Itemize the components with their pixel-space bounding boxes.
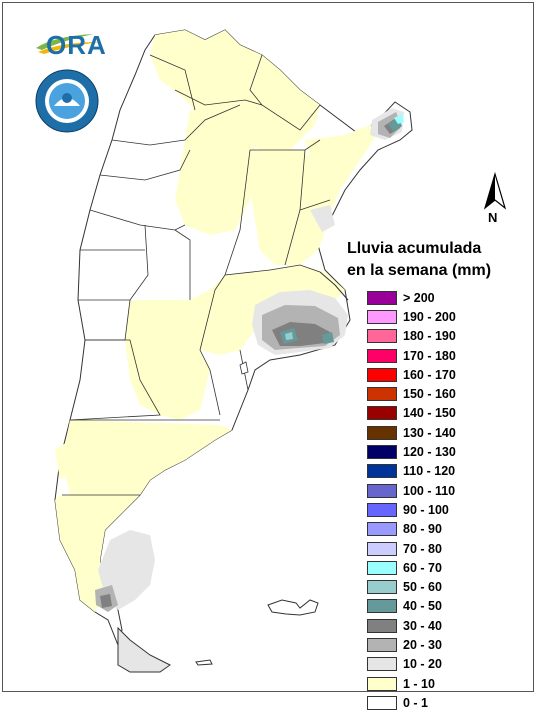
legend-label: 160 - 170 [403,367,456,382]
legend-item: 20 - 30 [367,635,456,654]
legend-swatch [367,445,397,460]
legend-swatch [367,290,397,305]
legend-label: 20 - 30 [403,637,442,652]
legend-title-line2: en la semana (mm) [347,262,492,279]
legend-label: 110 - 120 [403,464,456,479]
legend-item: 130 - 140 [367,423,456,442]
legend-label: 80 - 90 [403,522,442,537]
legend-swatch [367,367,397,382]
legend-item: 50 - 60 [367,577,456,596]
legend-swatch [367,348,397,363]
legend-item: 170 - 180 [367,346,456,365]
rain-50-60-area [285,332,293,340]
legend-label: 40 - 50 [403,599,442,614]
legend-title-line1: Lluvia acumulada [347,240,482,257]
legend-label: 190 - 200 [403,309,456,324]
tierra-del-fuego [117,626,171,673]
legend-swatch [367,502,397,517]
legend-label: > 200 [403,290,435,305]
legend-swatch [367,599,397,614]
legend-label: 10 - 20 [403,657,442,672]
legend-item: 60 - 70 [367,558,456,577]
argentina-rainfall-map [54,29,413,673]
isla-de-los-estados [195,659,213,666]
ora-logo-swoosh-icon [36,34,100,54]
smn-seal-icon [35,69,99,133]
north-label: N [488,210,498,225]
legend-label: 180 - 190 [403,329,456,344]
legend-title: Lluvia acumulada en la semana (mm) [347,238,491,282]
legend-swatch [367,618,397,633]
legend-label: 60 - 70 [403,560,442,575]
legend-swatch [367,329,397,344]
legend-item: 40 - 50 [367,597,456,616]
rain-1-10-areas [55,30,380,612]
legend-swatch [367,387,397,402]
legend-item: 120 - 130 [367,442,456,461]
legend-label: 50 - 60 [403,580,442,595]
legend-swatch [367,309,397,324]
legend-item: 110 - 120 [367,462,456,481]
legend-swatch [367,676,397,691]
legend-label: 1 - 10 [403,676,435,691]
legend-item: 0 - 1 [367,693,456,712]
legend-item: > 200 [367,288,456,307]
legend-label: 130 - 140 [403,425,456,440]
legend-label: 70 - 80 [403,541,442,556]
legend-label: 90 - 100 [403,502,449,517]
rain-60-70-area [394,114,404,124]
legend-label: 140 - 150 [403,406,456,421]
legend-swatch [367,522,397,537]
legend-swatch [367,425,397,440]
legend-item: 190 - 200 [367,307,456,326]
legend-item: 90 - 100 [367,500,456,519]
legend-label: 30 - 40 [403,618,442,633]
legend-swatch [367,541,397,556]
rio-de-la-plata [319,271,349,301]
legend-swatch [367,560,397,575]
legend-item: 70 - 80 [367,539,456,558]
legend-label: 0 - 1 [403,695,429,710]
legend-swatch [367,483,397,498]
legend-swatch [367,695,397,710]
legend: > 200 190 - 200 180 - 190 170 - 180 160 - 17… [367,288,456,713]
legend-swatch [367,464,397,479]
legend-label: 150 - 160 [403,387,456,402]
legend-item: 150 - 160 [367,384,456,403]
legend-item: 10 - 20 [367,655,456,674]
legend-swatch [367,406,397,421]
legend-item: 100 - 110 [367,481,456,500]
legend-item: 180 - 190 [367,327,456,346]
malvinas-islands [267,599,319,616]
legend-swatch [367,657,397,672]
legend-label: 170 - 180 [403,348,456,363]
coast-island [239,361,249,375]
legend-item: 80 - 90 [367,520,456,539]
legend-item: 140 - 150 [367,404,456,423]
north-arrow-icon [483,172,507,210]
legend-item: 160 - 170 [367,365,456,384]
province-borders [62,54,331,496]
ora-logo-text: ORA [46,30,107,60]
legend-swatch [367,580,397,595]
legend-item: 1 - 10 [367,674,456,693]
legend-label: 120 - 130 [403,445,456,460]
legend-item: 30 - 40 [367,616,456,635]
legend-swatch [367,637,397,652]
legend-label: 100 - 110 [403,483,456,498]
